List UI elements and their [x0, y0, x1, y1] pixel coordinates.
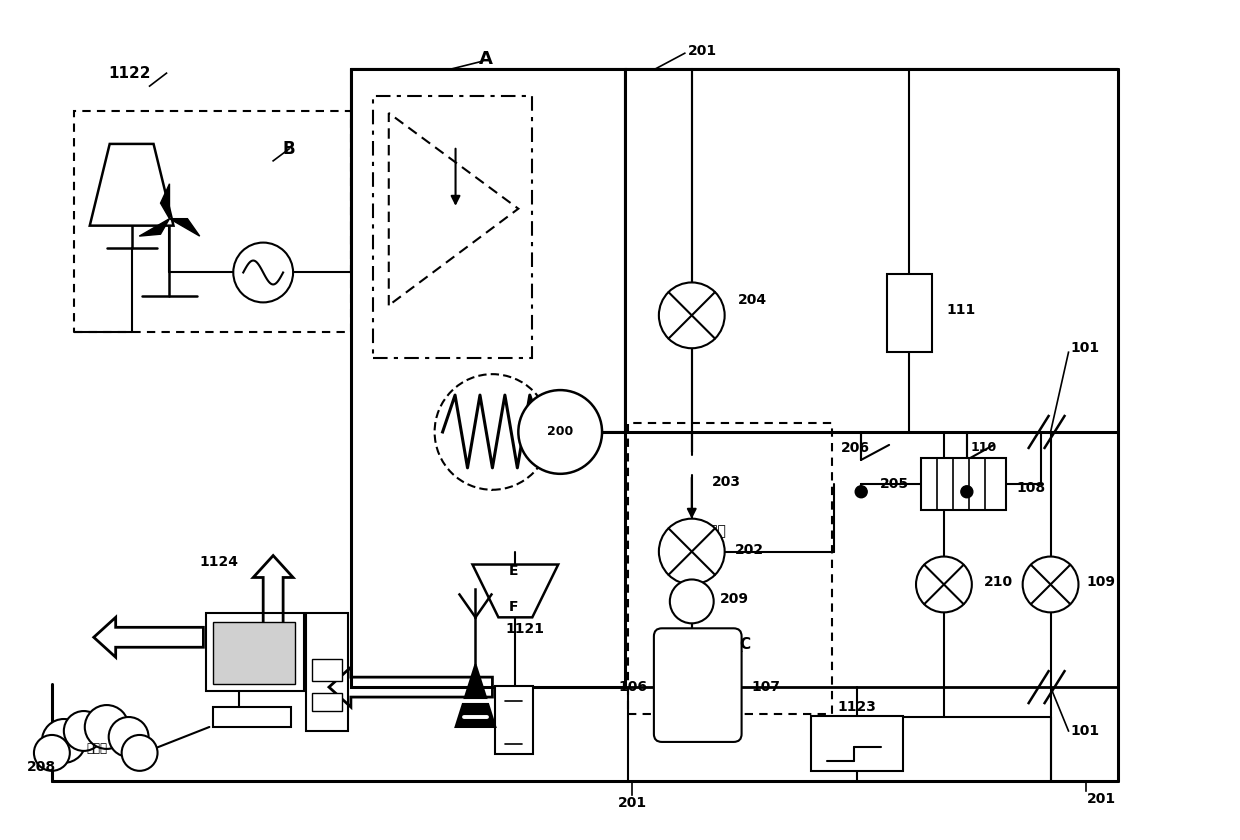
Polygon shape	[139, 218, 170, 236]
Text: F: F	[508, 601, 518, 614]
Text: 201: 201	[688, 45, 717, 58]
Text: 仅部分用户: 仅部分用户	[683, 525, 725, 538]
Text: 109: 109	[1086, 575, 1116, 590]
Text: 111: 111	[947, 303, 976, 318]
Text: 1121: 1121	[506, 622, 544, 637]
Text: 110: 110	[971, 441, 997, 454]
Circle shape	[434, 374, 551, 490]
Text: 1123: 1123	[838, 700, 877, 714]
Circle shape	[109, 717, 149, 757]
Polygon shape	[160, 184, 170, 218]
Circle shape	[42, 719, 86, 763]
Circle shape	[658, 282, 724, 349]
Bar	[213, 707, 291, 727]
Text: 205: 205	[880, 477, 909, 491]
Bar	[351, 69, 625, 687]
Text: 1122: 1122	[108, 66, 151, 81]
Bar	[811, 716, 903, 771]
Text: 云计算: 云计算	[87, 743, 107, 755]
Circle shape	[1023, 557, 1079, 612]
Text: 106: 106	[618, 680, 647, 694]
Text: 204: 204	[738, 293, 766, 307]
Circle shape	[84, 705, 129, 749]
Bar	[921, 458, 1006, 510]
Circle shape	[670, 580, 714, 623]
Polygon shape	[170, 218, 200, 236]
Text: 101: 101	[1070, 341, 1100, 355]
Circle shape	[122, 735, 157, 771]
Text: 208: 208	[27, 760, 57, 774]
Polygon shape	[389, 113, 518, 306]
Text: A: A	[479, 50, 492, 68]
Circle shape	[856, 486, 867, 498]
Text: 203: 203	[712, 475, 740, 489]
Polygon shape	[89, 144, 174, 226]
Text: 201: 201	[618, 795, 646, 810]
Bar	[887, 275, 932, 352]
Text: 1124: 1124	[200, 554, 239, 569]
Text: B: B	[283, 140, 295, 158]
Text: 209: 209	[719, 592, 749, 606]
FancyBboxPatch shape	[653, 628, 742, 742]
Bar	[206, 613, 304, 691]
Text: 210: 210	[983, 575, 1013, 590]
Circle shape	[658, 518, 724, 585]
Text: 201: 201	[1086, 792, 1116, 806]
Text: 108: 108	[1017, 480, 1045, 495]
Polygon shape	[472, 564, 558, 617]
Text: 206: 206	[841, 441, 870, 455]
Bar	[74, 111, 351, 333]
Circle shape	[233, 243, 293, 302]
Bar	[312, 693, 342, 711]
Circle shape	[518, 390, 603, 474]
Bar	[306, 613, 348, 731]
Text: 202: 202	[734, 543, 764, 557]
Text: 200: 200	[547, 426, 573, 438]
Circle shape	[916, 557, 972, 612]
Bar	[496, 686, 533, 753]
Circle shape	[961, 486, 973, 498]
Bar	[627, 423, 832, 714]
Text: 107: 107	[751, 680, 780, 694]
Circle shape	[63, 711, 104, 751]
Bar	[213, 622, 295, 684]
Polygon shape	[455, 664, 496, 727]
Text: C: C	[739, 637, 750, 652]
Text: 101: 101	[1070, 724, 1100, 738]
Circle shape	[33, 735, 69, 771]
Bar	[312, 659, 342, 681]
Text: E: E	[508, 564, 518, 579]
